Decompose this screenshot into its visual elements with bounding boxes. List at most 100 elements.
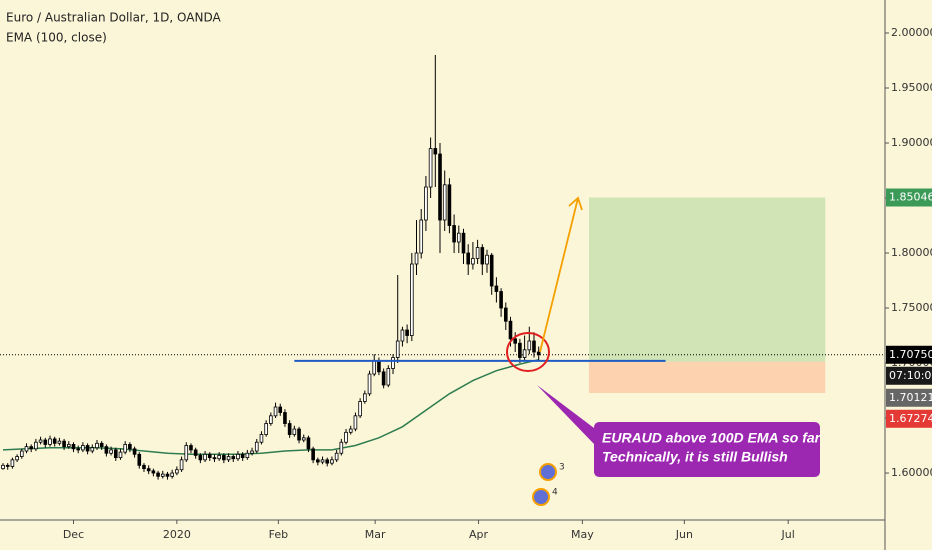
candle-body (447, 184, 452, 226)
candle-body (99, 442, 104, 448)
candle-body (489, 254, 494, 287)
price-label-bg (886, 188, 932, 207)
candle-body (57, 440, 62, 444)
candle-body (137, 453, 142, 466)
countdown: 07:10:00 (889, 369, 932, 382)
candle-body (179, 459, 184, 471)
candle-body (301, 437, 306, 441)
candle-body (118, 451, 123, 459)
candle-body (24, 446, 29, 452)
candle-body (292, 428, 297, 435)
candle-body (146, 468, 151, 472)
candle-body (372, 360, 377, 375)
x-tick-label: Jun (675, 528, 693, 541)
candle-body (348, 428, 353, 433)
candle-body (250, 450, 254, 454)
candle-body (142, 464, 146, 470)
candle-body (132, 448, 137, 455)
candle-body (363, 393, 367, 402)
event-badge-count: 4 (552, 488, 558, 498)
price-label-bg (886, 345, 932, 364)
price-label: 1.67274 (889, 412, 932, 425)
candle-body (240, 453, 245, 459)
candle-body (231, 456, 236, 460)
candle-body (38, 439, 43, 443)
candle-body (456, 232, 461, 243)
candle-body (334, 452, 339, 461)
event-badge (532, 488, 550, 506)
candle-body (278, 406, 283, 413)
candle-body (165, 473, 170, 477)
candle-body (522, 349, 527, 358)
candle-body (203, 453, 207, 461)
x-tick-label: Dec (63, 528, 84, 541)
candle-body (85, 445, 90, 452)
candle-body (306, 437, 311, 450)
stop-zone (588, 361, 826, 394)
candle-body (532, 340, 536, 353)
candle-body (48, 438, 52, 445)
candle-body (52, 438, 57, 444)
y-tick-label: 2.00000 (891, 26, 932, 39)
candle-body (95, 442, 99, 449)
candle-body (503, 307, 508, 322)
candle-body (344, 431, 348, 443)
candle-body (207, 453, 212, 459)
target-zone (588, 197, 826, 362)
candle-body (259, 434, 264, 443)
candle-body (330, 459, 334, 464)
event-badge (539, 463, 557, 481)
candle-body (109, 449, 113, 454)
candle-body (34, 441, 38, 450)
candle-body (410, 263, 414, 336)
candle-body (311, 448, 315, 461)
candle-body (1, 464, 5, 470)
event-badge-count: 3 (559, 463, 565, 473)
candle-body (287, 423, 292, 435)
candle-body (90, 447, 95, 452)
countdown-bg (886, 366, 932, 385)
candle-body (222, 455, 226, 461)
candle-body (316, 459, 320, 463)
candle-body (104, 446, 109, 454)
highlight-circle (506, 332, 550, 372)
candle-body (217, 455, 221, 460)
price-label: 1.70750 (889, 348, 932, 361)
candle-body (19, 450, 24, 457)
candle-body (466, 252, 471, 265)
candle-body (419, 219, 424, 254)
candle-body (499, 291, 503, 309)
candle-body (269, 415, 273, 424)
candle-body (193, 449, 198, 456)
candle-body (198, 455, 203, 461)
x-tick-label: May (571, 528, 594, 541)
candle-body (377, 360, 381, 373)
candle-body (264, 423, 268, 435)
candle-body (81, 445, 85, 451)
candle-body (254, 441, 259, 452)
y-tick-label: 1.90000 (891, 136, 932, 149)
candle-body (475, 247, 480, 259)
callout-bubble (537, 385, 820, 477)
candle-body (438, 153, 442, 221)
chart-title: Euro / Australian Dollar, 1D, OANDA (6, 11, 221, 25)
x-tick-label: Mar (365, 528, 386, 541)
candle-body (395, 340, 400, 358)
candle-body (66, 444, 71, 448)
candle-body (62, 440, 66, 448)
candle-body (400, 329, 405, 342)
candle-body (485, 254, 489, 265)
candle-body (245, 452, 250, 459)
candle-body (320, 459, 325, 463)
x-tick-label: Jul (781, 528, 795, 541)
candle-body (5, 464, 10, 467)
candle-body (461, 232, 466, 254)
candle-body (358, 401, 362, 417)
price-label-bg (886, 388, 932, 407)
candle-body (71, 444, 76, 450)
candle-body (386, 368, 391, 386)
candle-body (405, 329, 409, 336)
candle-body (226, 456, 231, 461)
candle-body (236, 453, 240, 460)
